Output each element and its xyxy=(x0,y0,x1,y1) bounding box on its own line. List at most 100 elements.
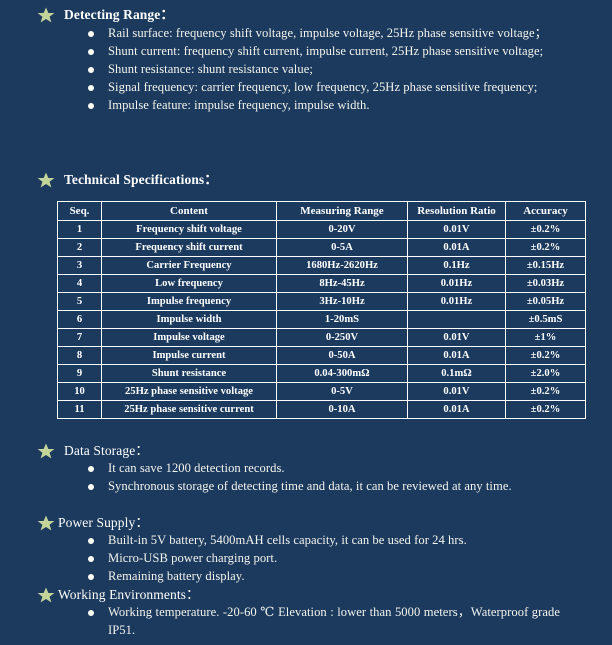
cell-seq: 3 xyxy=(57,256,102,275)
table-row: 5 Impulse frequency 3Hz-10Hz 0.01Hz ±0.0… xyxy=(57,292,586,311)
cell-seq: 4 xyxy=(57,274,102,293)
section-heading-label: Power Supply： xyxy=(58,515,149,530)
list-item: Shunt resistance: shunt resistance value… xyxy=(88,60,568,78)
cell-content: Carrier Frequency xyxy=(101,256,277,275)
table-row: 2 Frequency shift current 0-5A 0.01A ±0.… xyxy=(57,238,586,257)
list-item-label: Micro-USB power charging port. xyxy=(108,551,278,565)
table-row: 8 Impulse current 0-50A 0.01A ±0.2% xyxy=(57,346,586,365)
list-item-label: Built-in 5V battery, 5400mAH cells capac… xyxy=(108,533,467,547)
bullet-dot-icon xyxy=(88,49,94,55)
cell-resolution: 0.1mΩ xyxy=(407,364,506,383)
cell-accuracy: ±0.2% xyxy=(505,346,586,365)
bullet-dot-icon xyxy=(88,484,94,490)
cell-content: Impulse width xyxy=(101,310,277,329)
cell-content: 25Hz phase sensitive current xyxy=(101,400,277,419)
list-item-label: Shunt current: frequency shift current, … xyxy=(108,44,544,58)
cell-seq: 2 xyxy=(57,238,102,257)
cell-accuracy: ±0.2% xyxy=(505,382,586,401)
cell-resolution: 0.01V xyxy=(407,328,506,347)
list-item: Shunt current: frequency shift current, … xyxy=(88,42,568,60)
cell-range: 3Hz-10Hz xyxy=(276,292,408,311)
cell-range: 0-5A xyxy=(276,238,408,257)
section-heading-data-storage: Data Storage： xyxy=(36,441,149,460)
cell-accuracy: ±0.5mS xyxy=(505,310,586,329)
bullet-dot-icon xyxy=(88,85,94,91)
cell-accuracy: ±1% xyxy=(505,328,586,347)
cell-accuracy: ±2.0% xyxy=(505,364,586,383)
list-item: Remaining battery display. xyxy=(88,567,568,585)
table-header-row: Seq. Content Measuring Range Resolution … xyxy=(57,201,586,221)
table-header-cell: Resolution Ratio xyxy=(407,201,506,221)
list-item-label: Signal frequency: carrier frequency, low… xyxy=(108,80,538,94)
cell-accuracy: ±0.15Hz xyxy=(505,256,586,275)
cell-resolution: 0.01A xyxy=(407,400,506,419)
list-item: It can save 1200 detection records. xyxy=(88,459,568,477)
cell-resolution xyxy=(407,310,506,329)
cell-seq: 11 xyxy=(57,400,102,419)
cell-resolution: 0.01Hz xyxy=(407,292,506,311)
cell-range: 1680Hz-2620Hz xyxy=(276,256,408,275)
table-body: 1 Frequency shift voltage 0-20V 0.01V ±0… xyxy=(57,220,586,419)
list-item-label: Shunt resistance: shunt resistance value… xyxy=(108,62,313,76)
cell-range: 0-5V xyxy=(276,382,408,401)
cell-seq: 7 xyxy=(57,328,102,347)
cell-seq: 1 xyxy=(57,220,102,239)
bullet-list-working-environments: Working temperature. -20-60 ℃ Elevation … xyxy=(88,603,578,639)
cell-range: 0-20V xyxy=(276,220,408,239)
bullet-list-power-supply: Built-in 5V battery, 5400mAH cells capac… xyxy=(88,531,568,585)
cell-seq: 5 xyxy=(57,292,102,311)
table-row: 7 Impulse voltage 0-250V 0.01V ±1% xyxy=(57,328,586,347)
star-icon xyxy=(36,442,56,461)
table-row: 9 Shunt resistance 0.04-300mΩ 0.1mΩ ±2.0… xyxy=(57,364,586,383)
section-heading-label: Data Storage： xyxy=(64,443,149,458)
cell-resolution: 0.1Hz xyxy=(407,256,506,275)
list-item-label: It can save 1200 detection records. xyxy=(108,461,285,475)
bullet-dot-icon xyxy=(88,610,94,616)
star-icon xyxy=(36,586,56,605)
cell-resolution: 0.01Hz xyxy=(407,274,506,293)
cell-resolution: 0.01V xyxy=(407,382,506,401)
table-header-cell: Measuring Range xyxy=(276,201,408,221)
cell-range: 0-50A xyxy=(276,346,408,365)
cell-content: Shunt resistance xyxy=(101,364,277,383)
list-item-label: Working temperature. -20-60 ℃ Elevation … xyxy=(108,605,560,637)
cell-resolution: 0.01A xyxy=(407,238,506,257)
cell-range: 8Hz-45Hz xyxy=(276,274,408,293)
list-item-label: Synchronous storage of detecting time an… xyxy=(108,479,512,493)
table-header-cell: Accuracy xyxy=(505,201,586,221)
cell-content: Impulse frequency xyxy=(101,292,277,311)
list-item: Working temperature. -20-60 ℃ Elevation … xyxy=(88,603,578,639)
cell-range: 1-20mS xyxy=(276,310,408,329)
table-header-cell: Seq. xyxy=(57,201,102,221)
cell-seq: 6 xyxy=(57,310,102,329)
cell-content: Frequency shift voltage xyxy=(101,220,277,239)
table-header-cell: Content xyxy=(101,201,277,221)
bullet-list-detecting-range: Rail surface: frequency shift voltage, i… xyxy=(88,24,568,114)
table-row: 6 Impulse width 1-20mS ±0.5mS xyxy=(57,310,586,329)
cell-seq: 8 xyxy=(57,346,102,365)
list-item: Micro-USB power charging port. xyxy=(88,549,568,567)
technical-specifications-table: Seq. Content Measuring Range Resolution … xyxy=(57,201,586,419)
cell-accuracy: ±0.2% xyxy=(505,238,586,257)
table-row: 3 Carrier Frequency 1680Hz-2620Hz 0.1Hz … xyxy=(57,256,586,275)
cell-seq: 9 xyxy=(57,364,102,383)
section-heading-detecting-range: Detecting Range： xyxy=(36,5,174,24)
cell-content: Low frequency xyxy=(101,274,277,293)
cell-range: 0-250V xyxy=(276,328,408,347)
cell-accuracy: ±0.2% xyxy=(505,220,586,239)
cell-content: Impulse current xyxy=(101,346,277,365)
bullet-list-data-storage: It can save 1200 detection records. Sync… xyxy=(88,459,568,495)
bullet-dot-icon xyxy=(88,574,94,580)
bullet-dot-icon xyxy=(88,556,94,562)
cell-accuracy: ±0.05Hz xyxy=(505,292,586,311)
star-icon xyxy=(36,514,56,533)
bullet-dot-icon xyxy=(88,31,94,37)
cell-seq: 10 xyxy=(57,382,102,401)
table-row: 1 Frequency shift voltage 0-20V 0.01V ±0… xyxy=(57,220,586,239)
section-heading-label: Technical Specifications： xyxy=(64,172,218,187)
cell-content: Impulse voltage xyxy=(101,328,277,347)
list-item-label: Remaining battery display. xyxy=(108,569,245,583)
section-heading-power-supply: Power Supply： xyxy=(36,513,149,532)
list-item: Impulse feature: impulse frequency, impu… xyxy=(88,96,568,114)
list-item: Signal frequency: carrier frequency, low… xyxy=(88,78,568,96)
